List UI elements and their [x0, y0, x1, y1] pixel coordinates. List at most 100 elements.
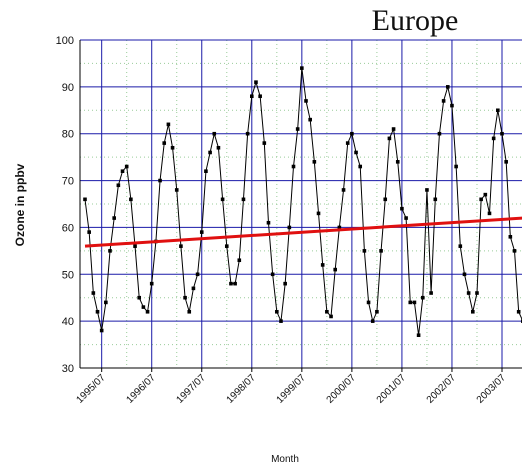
- data-point: [187, 309, 192, 314]
- data-point: [179, 244, 183, 248]
- data-point: [471, 309, 475, 314]
- data-point: [258, 94, 262, 99]
- data-point: [91, 291, 96, 295]
- x-tick-label: 1997/07: [175, 372, 209, 406]
- data-point: [108, 249, 112, 253]
- data-point: [233, 281, 237, 286]
- data-point: [466, 291, 471, 295]
- x-tick-label: 2001/07: [375, 372, 409, 406]
- data-point: [295, 127, 300, 131]
- data-point: [283, 281, 287, 286]
- data-point: [162, 141, 167, 145]
- y-tick-label: 50: [62, 269, 74, 281]
- data-point: [166, 122, 171, 127]
- data-point: [229, 281, 233, 286]
- data-point: [216, 145, 221, 150]
- data-point: [275, 309, 279, 314]
- data-point: [433, 197, 438, 202]
- y-tick-label: 90: [62, 82, 74, 94]
- data-point: [116, 183, 121, 188]
- data-point: [400, 206, 404, 211]
- data-point: [504, 160, 508, 164]
- x-tick-label: 1996/07: [124, 372, 158, 406]
- data-point: [350, 131, 354, 136]
- data-point: [224, 244, 229, 248]
- data-point: [204, 169, 208, 173]
- data-point: [412, 300, 417, 305]
- data-point: [483, 192, 488, 197]
- data-point: [158, 178, 162, 183]
- data-point: [445, 85, 450, 89]
- data-point: [279, 319, 283, 323]
- data-point: [291, 164, 296, 169]
- data-point: [141, 305, 146, 309]
- data-point: [450, 103, 454, 108]
- data-point: [458, 244, 463, 248]
- data-point: [333, 267, 337, 272]
- data-point: [195, 272, 200, 277]
- trend-line: [84, 216, 522, 248]
- data-point: [512, 249, 517, 253]
- x-axis-label: Month: [271, 454, 299, 465]
- data-point: [316, 211, 321, 216]
- data-point: [420, 295, 425, 300]
- data-point: [362, 249, 367, 253]
- data-point: [337, 225, 342, 230]
- data-point: [329, 314, 333, 319]
- data-point: [270, 272, 275, 277]
- data-point: [287, 225, 292, 230]
- data-point: [208, 150, 212, 155]
- data-point: [395, 160, 400, 164]
- y-tick-label: 40: [62, 316, 74, 328]
- y-tick-label: 60: [62, 222, 74, 234]
- x-tick-label: 2003/07: [475, 372, 509, 406]
- data-point: [475, 291, 479, 295]
- data-point: [370, 319, 375, 323]
- data-point: [254, 80, 258, 84]
- data-point: [145, 309, 150, 314]
- data-point: [429, 291, 433, 295]
- y-tick-label: 80: [62, 129, 74, 141]
- data-point: [300, 66, 304, 70]
- data-point: [387, 136, 392, 141]
- chart-title: Europe: [372, 4, 459, 37]
- data-point: [366, 300, 371, 305]
- data-point: [437, 131, 442, 136]
- data-point: [325, 309, 329, 314]
- data-point: [516, 309, 521, 314]
- data-point: [245, 131, 250, 136]
- y-tick-label: 100: [56, 35, 74, 47]
- data-point: [454, 164, 458, 169]
- data-point: [308, 117, 312, 122]
- data-point: [120, 169, 125, 173]
- data-point: [479, 197, 483, 202]
- data-point: [391, 127, 396, 131]
- data-point: [99, 328, 104, 333]
- data-point: [383, 197, 388, 202]
- data-point: [237, 258, 242, 263]
- x-tick-label: 1999/07: [275, 372, 309, 406]
- y-axis-label: Ozone in ppbv: [13, 163, 27, 246]
- y-tick-label: 30: [62, 363, 74, 375]
- data-point: [462, 272, 467, 277]
- data-point: [496, 108, 500, 113]
- x-tick-label: 2002/07: [425, 372, 459, 406]
- data-point: [83, 197, 87, 202]
- data-point: [491, 136, 496, 141]
- data-point: [149, 281, 154, 286]
- data-point: [95, 309, 100, 314]
- data-point: [262, 141, 267, 145]
- data-point: [341, 188, 346, 192]
- data-point: [408, 300, 413, 305]
- data-line: [84, 68, 522, 336]
- x-tick-label: 2000/07: [325, 372, 359, 406]
- data-point: [312, 160, 317, 164]
- data-point: [500, 131, 504, 136]
- data-point: [212, 131, 217, 136]
- data-point: [266, 220, 271, 225]
- x-tick-label: 1995/07: [74, 372, 108, 406]
- data-point: [170, 145, 175, 150]
- y-tick-label: 70: [62, 176, 74, 188]
- data-point: [354, 150, 358, 155]
- data-point: [416, 333, 421, 337]
